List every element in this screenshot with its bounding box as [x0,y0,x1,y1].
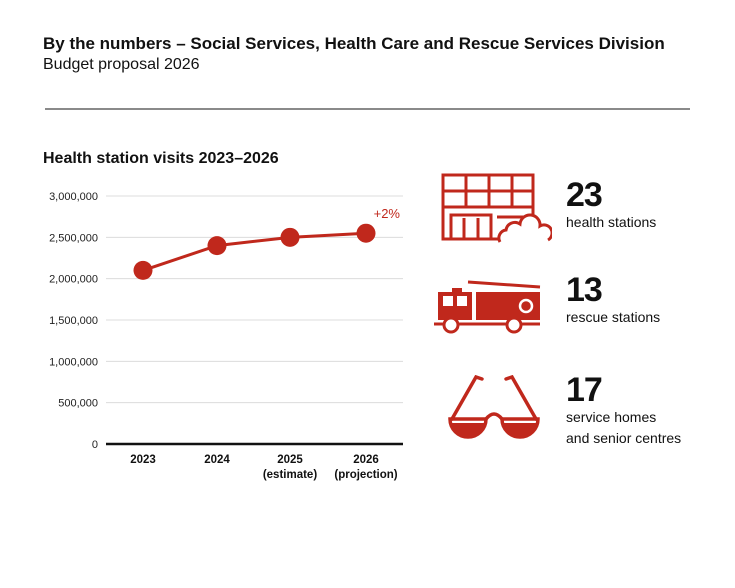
page-subtitle: Budget proposal 2026 [43,56,200,73]
y-tick-label: 500,000 [58,398,98,410]
building-icon [441,173,552,243]
stat-number: 23 [566,176,603,214]
x-tick-label: 2025 [277,454,303,466]
data-point [356,223,376,243]
stat-rescue-stations: 13 rescue stations [566,273,660,328]
stat-label: rescue stations [566,309,661,325]
stat-number: 17 [566,371,603,409]
stat-number: 13 [566,271,603,309]
y-tick-label: 1,500,000 [49,315,98,327]
x-tick-sublabel: (projection) [334,469,397,481]
page-title: By the numbers – Social Services, Health… [43,34,665,53]
x-tick-sublabel: (estimate) [263,469,317,481]
stat-label-line2: and senior centres [566,430,682,446]
data-point [207,236,227,256]
y-tick-label: 0 [92,439,98,451]
y-tick-label: 1,000,000 [49,356,98,368]
stat-service-homes: 17 service homes and senior centres [566,373,681,449]
series-line [142,231,367,272]
stat-health-stations: 23 health stations [566,178,656,233]
data-point [280,227,300,247]
glasses-icon [448,375,540,439]
stat-label: health stations [566,214,657,230]
x-tick-label: 2026 [353,454,379,466]
y-tick-label: 2,000,000 [49,274,98,286]
chart-title: Health station visits 2023–2026 [43,150,279,167]
change-annotation: +2% [374,206,401,221]
fire-truck-icon [434,280,541,334]
y-tick-label: 3,000,000 [49,191,98,203]
x-tick-label: 2024 [204,454,230,466]
stat-label: service homes [566,409,657,425]
data-point [133,260,153,280]
x-tick-label: 2023 [130,454,156,466]
y-tick-label: 2,500,000 [49,232,98,244]
divider [45,108,690,110]
